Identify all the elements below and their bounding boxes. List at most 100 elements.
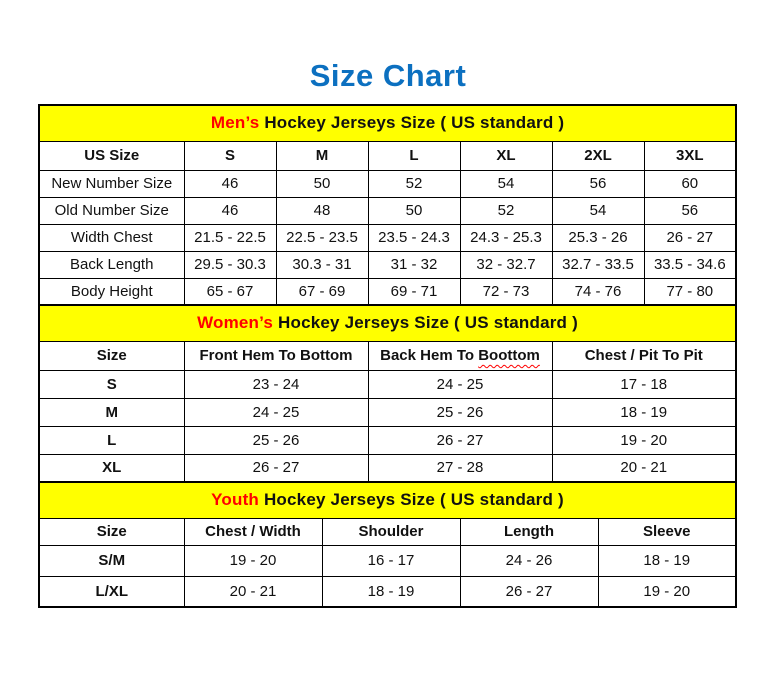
cell: 67 - 69 — [275, 277, 369, 306]
cell: 46 — [183, 196, 277, 225]
column-header: XL — [459, 140, 553, 171]
mens-size-table: Men’s Hockey Jerseys Size ( US standard … — [38, 104, 738, 306]
cell: 18 - 19 — [321, 575, 461, 608]
cell: 25.3 - 26 — [551, 223, 645, 252]
cell: 54 — [459, 169, 553, 198]
cell: 26 - 27 — [367, 425, 553, 455]
cell: 69 - 71 — [367, 277, 461, 306]
cell: 20 - 21 — [183, 575, 323, 608]
cell: 52 — [367, 169, 461, 198]
cell: 24.3 - 25.3 — [459, 223, 553, 252]
table-row: New Number Size 46 50 52 54 56 60 — [38, 169, 737, 198]
section-band-text: Hockey Jerseys Size ( US standard ) — [259, 490, 564, 510]
column-header: Back Hem To Boottom — [367, 340, 553, 371]
cell: 22.5 - 23.5 — [275, 223, 369, 252]
cell: 20 - 21 — [551, 453, 737, 483]
table-row: XL 26 - 27 27 - 28 20 - 21 — [38, 453, 737, 483]
column-header: US Size — [38, 140, 185, 171]
cell: 31 - 32 — [367, 250, 461, 279]
row-label: New Number Size — [38, 169, 185, 198]
cell: 77 - 80 — [643, 277, 737, 306]
cell: 17 - 18 — [551, 369, 737, 399]
cell: 29.5 - 30.3 — [183, 250, 277, 279]
column-header: S — [183, 140, 277, 171]
column-header: Chest / Pit To Pit — [551, 340, 737, 371]
table-row: S 23 - 24 24 - 25 17 - 18 — [38, 369, 737, 399]
table-row: L 25 - 26 26 - 27 19 - 20 — [38, 425, 737, 455]
row-label: Width Chest — [38, 223, 185, 252]
column-header: Length — [459, 517, 599, 546]
cell: 26 - 27 — [643, 223, 737, 252]
cell: 18 - 19 — [551, 397, 737, 427]
table-row: L/XL 20 - 21 18 - 19 26 - 27 19 - 20 — [38, 575, 737, 608]
section-band-highlight: Women’s — [197, 313, 274, 333]
cell: 19 - 20 — [183, 544, 323, 577]
cell: 23.5 - 24.3 — [367, 223, 461, 252]
row-label: L — [38, 425, 185, 455]
cell: 56 — [551, 169, 645, 198]
cell: 48 — [275, 196, 369, 225]
table-row: Width Chest 21.5 - 22.5 22.5 - 23.5 23.5 - … — [38, 223, 737, 252]
table-row: Old Number Size 46 48 50 52 54 56 — [38, 196, 737, 225]
cell: 50 — [367, 196, 461, 225]
cell: 33.5 - 34.6 — [643, 250, 737, 279]
column-header: L — [367, 140, 461, 171]
column-header: Shoulder — [321, 517, 461, 546]
section-band-womens: Women’s Hockey Jerseys Size ( US standar… — [38, 304, 737, 342]
cell: 50 — [275, 169, 369, 198]
row-label: M — [38, 397, 185, 427]
cell: 25 - 26 — [183, 425, 369, 455]
misspelled-word: Boottom — [478, 347, 540, 364]
column-header: M — [275, 140, 369, 171]
cell: 18 - 19 — [597, 544, 737, 577]
table-row: M 24 - 25 25 - 26 18 - 19 — [38, 397, 737, 427]
cell: 56 — [643, 196, 737, 225]
section-band-youth: Youth Hockey Jerseys Size ( US standard … — [38, 481, 737, 519]
section-band-text: Hockey Jerseys Size ( US standard ) — [259, 113, 565, 133]
cell: 27 - 28 — [367, 453, 553, 483]
cell: 54 — [551, 196, 645, 225]
row-label: L/XL — [38, 575, 185, 608]
cell: 65 - 67 — [183, 277, 277, 306]
cell: 52 — [459, 196, 553, 225]
column-header: 3XL — [643, 140, 737, 171]
cell: 26 - 27 — [459, 575, 599, 608]
row-label: S/M — [38, 544, 185, 577]
cell: 32.7 - 33.5 — [551, 250, 645, 279]
section-band-highlight: Men’s — [210, 113, 260, 133]
column-header: Front Hem To Bottom — [183, 340, 369, 371]
cell: 19 - 20 — [551, 425, 737, 455]
row-label: Back Length — [38, 250, 185, 279]
row-label: S — [38, 369, 185, 399]
cell: 46 — [183, 169, 277, 198]
row-label: XL — [38, 453, 185, 483]
cell: 21.5 - 22.5 — [183, 223, 277, 252]
section-band-text: Hockey Jerseys Size ( US standard ) — [273, 313, 578, 333]
womens-size-table: Women’s Hockey Jerseys Size ( US standar… — [38, 304, 737, 483]
table-row: Body Height 65 - 67 67 - 69 69 - 71 72 - 73 7… — [38, 277, 737, 306]
cell: 30.3 - 31 — [275, 250, 369, 279]
section-band-mens: Men’s Hockey Jerseys Size ( US standard … — [38, 104, 737, 142]
youth-size-table: Youth Hockey Jerseys Size ( US standard … — [38, 481, 737, 608]
page-title: Size Chart — [309, 58, 467, 93]
cell: 19 - 20 — [597, 575, 737, 608]
section-band-highlight: Youth — [211, 490, 260, 510]
column-header: Sleeve — [597, 517, 737, 546]
cell: 24 - 26 — [459, 544, 599, 577]
column-header: 2XL — [551, 140, 645, 171]
cell: 24 - 25 — [367, 369, 553, 399]
cell: 24 - 25 — [183, 397, 369, 427]
cell: 26 - 27 — [183, 453, 369, 483]
column-header: Size — [38, 340, 185, 371]
column-header: Chest / Width — [183, 517, 323, 546]
row-label: Body Height — [38, 277, 185, 306]
cell: 16 - 17 — [321, 544, 461, 577]
column-header: Size — [38, 517, 185, 546]
cell: 23 - 24 — [183, 369, 369, 399]
row-label: Old Number Size — [38, 196, 185, 225]
cell: 72 - 73 — [459, 277, 553, 306]
cell: 32 - 32.7 — [459, 250, 553, 279]
cell: 60 — [643, 169, 737, 198]
cell: 25 - 26 — [367, 397, 553, 427]
table-row: S/M 19 - 20 16 - 17 24 - 26 18 - 19 — [38, 544, 737, 577]
